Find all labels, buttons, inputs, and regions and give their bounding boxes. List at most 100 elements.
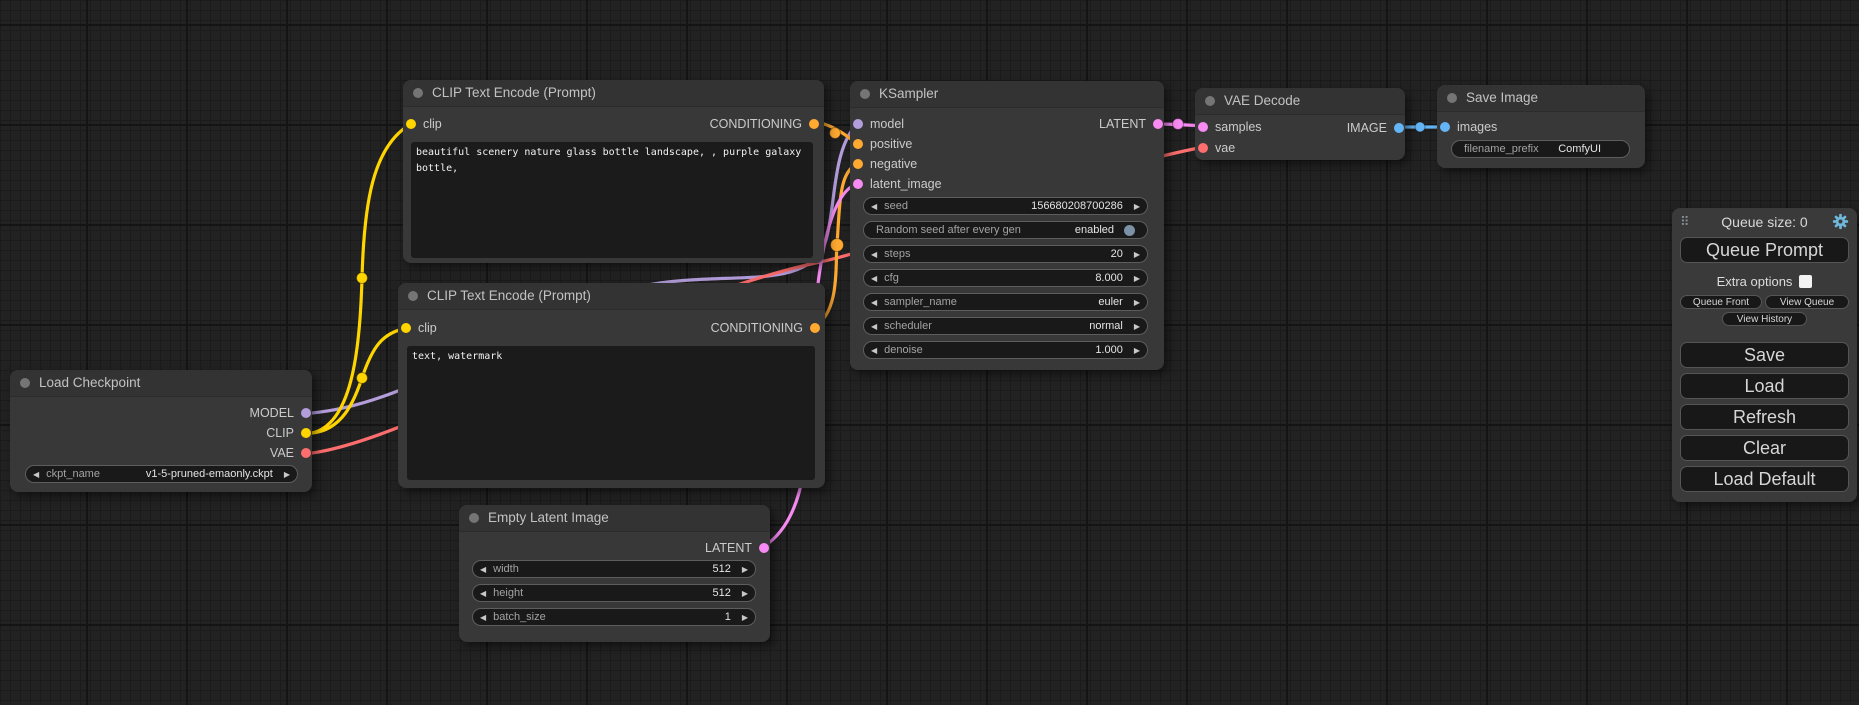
slot-row: clip CONDITIONING <box>406 114 819 134</box>
widget-label: width <box>493 563 519 575</box>
prev-arrow-icon[interactable]: ◀ <box>871 345 878 355</box>
cfg-widget[interactable]: ◀ cfg 8.000 ▶ <box>863 269 1148 287</box>
clear-button[interactable]: Clear <box>1680 435 1849 461</box>
prompt-textarea[interactable]: beautiful scenery nature glass bottle la… <box>411 142 813 258</box>
prev-arrow-icon[interactable]: ◀ <box>480 564 487 574</box>
batch-size-widget[interactable]: ◀ batch_size 1 ▶ <box>472 608 756 626</box>
next-arrow-icon[interactable]: ▶ <box>1133 297 1140 307</box>
width-widget[interactable]: ◀ width 512 ▶ <box>472 560 756 578</box>
next-arrow-icon[interactable]: ▶ <box>741 612 748 622</box>
node-clip-text-encode-positive[interactable]: CLIP Text Encode (Prompt) clip CONDITION… <box>403 80 824 263</box>
conditioning-slot-icon[interactable] <box>810 323 820 333</box>
prev-arrow-icon[interactable]: ◀ <box>871 201 878 211</box>
prev-arrow-icon[interactable]: ◀ <box>480 612 487 622</box>
next-arrow-icon[interactable]: ▶ <box>1133 345 1140 355</box>
extra-options-row: Extra options <box>1672 274 1857 289</box>
prompt-textarea[interactable]: text, watermark <box>407 346 815 480</box>
filename-prefix-widget[interactable]: filename_prefix ComfyUI <box>1451 140 1630 158</box>
prev-arrow-icon[interactable]: ◀ <box>871 321 878 331</box>
load-button[interactable]: Load <box>1680 373 1849 399</box>
slot-label: LATENT <box>705 541 752 555</box>
next-arrow-icon[interactable]: ▶ <box>1133 249 1140 259</box>
prev-arrow-icon[interactable]: ◀ <box>480 588 487 598</box>
prev-arrow-icon[interactable]: ◀ <box>871 273 878 283</box>
prev-arrow-icon[interactable]: ◀ <box>871 249 878 259</box>
output-slot-vae[interactable]: VAE <box>270 443 311 463</box>
view-queue-button[interactable]: View Queue <box>1765 295 1849 309</box>
node-ksampler[interactable]: KSampler model positive negative latent_… <box>850 81 1164 370</box>
input-slot-clip[interactable]: clip <box>406 117 442 131</box>
view-history-button[interactable]: View History <box>1722 312 1807 326</box>
queue-prompt-button[interactable]: Queue Prompt <box>1680 237 1849 263</box>
conditioning-slot-icon[interactable] <box>853 139 863 149</box>
drag-handle-icon[interactable]: ⠿ <box>1680 214 1690 229</box>
node-empty-latent-image[interactable]: Empty Latent Image LATENT ◀ width 512 ▶ … <box>459 505 770 642</box>
node-save-image[interactable]: Save Image images filename_prefix ComfyU… <box>1437 85 1645 168</box>
prev-arrow-icon[interactable]: ◀ <box>33 469 40 479</box>
output-slot-conditioning[interactable]: CONDITIONING <box>711 321 820 335</box>
node-vae-decode[interactable]: VAE Decode samples vae IMAGE <box>1195 88 1405 160</box>
input-slot-clip[interactable]: clip <box>401 321 437 335</box>
input-slot-model[interactable]: model <box>853 114 904 134</box>
conditioning-slot-icon[interactable] <box>853 159 863 169</box>
image-slot-icon[interactable] <box>1394 123 1404 133</box>
save-button[interactable]: Save <box>1680 342 1849 368</box>
output-slot-image[interactable]: IMAGE <box>1347 118 1404 138</box>
vae-slot-icon[interactable] <box>301 448 311 458</box>
next-arrow-icon[interactable]: ▶ <box>283 469 290 479</box>
clip-slot-icon[interactable] <box>301 428 311 438</box>
next-arrow-icon[interactable]: ▶ <box>741 588 748 598</box>
queue-front-button[interactable]: Queue Front <box>1680 295 1762 309</box>
output-slot-latent[interactable]: LATENT <box>705 538 769 558</box>
settings-gear-icon[interactable] <box>1832 213 1849 235</box>
extra-options-checkbox[interactable] <box>1799 275 1813 288</box>
output-slot-clip[interactable]: CLIP <box>266 423 311 443</box>
input-slot-samples[interactable]: samples <box>1198 117 1262 137</box>
input-slot-latent-image[interactable]: latent_image <box>853 174 942 194</box>
latent-slot-icon[interactable] <box>1153 119 1163 129</box>
model-slot-icon[interactable] <box>301 408 311 418</box>
link-dot <box>356 372 368 384</box>
vae-slot-icon[interactable] <box>1198 143 1208 153</box>
ckpt-name-widget[interactable]: ◀ ckpt_name v1-5-pruned-emaonly.ckpt ▶ <box>25 465 298 483</box>
input-slot-negative[interactable]: negative <box>853 154 917 174</box>
height-widget[interactable]: ◀ height 512 ▶ <box>472 584 756 602</box>
latent-slot-icon[interactable] <box>1198 122 1208 132</box>
next-arrow-icon[interactable]: ▶ <box>741 564 748 574</box>
conditioning-slot-icon[interactable] <box>809 119 819 129</box>
output-slot-model[interactable]: MODEL <box>250 403 311 423</box>
clip-slot-icon[interactable] <box>401 323 411 333</box>
input-slot-positive[interactable]: positive <box>853 134 912 154</box>
next-arrow-icon[interactable]: ▶ <box>1133 273 1140 283</box>
clip-slot-icon[interactable] <box>406 119 416 129</box>
node-load-checkpoint[interactable]: Load Checkpoint MODEL CLIP VAE ◀ ckpt_na… <box>10 370 312 492</box>
image-slot-icon[interactable] <box>1440 122 1450 132</box>
load-default-button[interactable]: Load Default <box>1680 466 1849 492</box>
seed-widget[interactable]: ◀ seed 156680208700286 ▶ <box>863 197 1148 215</box>
prev-arrow-icon[interactable]: ◀ <box>871 297 878 307</box>
output-slot-conditioning[interactable]: CONDITIONING <box>710 117 819 131</box>
next-arrow-icon[interactable]: ▶ <box>1133 201 1140 211</box>
widget-value: 512 <box>712 587 731 599</box>
widget-value: enabled <box>1074 224 1114 236</box>
output-slot-latent[interactable]: LATENT <box>1099 114 1163 134</box>
sampler-name-widget[interactable]: ◀ sampler_name euler ▶ <box>863 293 1148 311</box>
node-clip-text-encode-negative[interactable]: CLIP Text Encode (Prompt) clip CONDITION… <box>398 283 825 488</box>
widget-label: denoise <box>884 344 923 356</box>
toggle-knob-icon[interactable] <box>1124 224 1135 236</box>
model-slot-icon[interactable] <box>853 119 863 129</box>
latent-slot-icon[interactable] <box>759 543 769 553</box>
slot-label: images <box>1457 120 1498 134</box>
steps-widget[interactable]: ◀ steps 20 ▶ <box>863 245 1148 263</box>
input-slot-vae[interactable]: vae <box>1198 138 1235 158</box>
input-slot-images[interactable]: images <box>1440 117 1497 137</box>
slot-label: VAE <box>269 446 294 460</box>
latent-slot-icon[interactable] <box>853 179 863 189</box>
random-seed-toggle-widget[interactable]: Random seed after every gen enabled <box>863 221 1148 239</box>
refresh-button[interactable]: Refresh <box>1680 404 1849 430</box>
denoise-widget[interactable]: ◀ denoise 1.000 ▶ <box>863 341 1148 359</box>
node-title: VAE Decode <box>1195 88 1405 115</box>
next-arrow-icon[interactable]: ▶ <box>1133 321 1140 331</box>
scheduler-widget[interactable]: ◀ scheduler normal ▶ <box>863 317 1148 335</box>
